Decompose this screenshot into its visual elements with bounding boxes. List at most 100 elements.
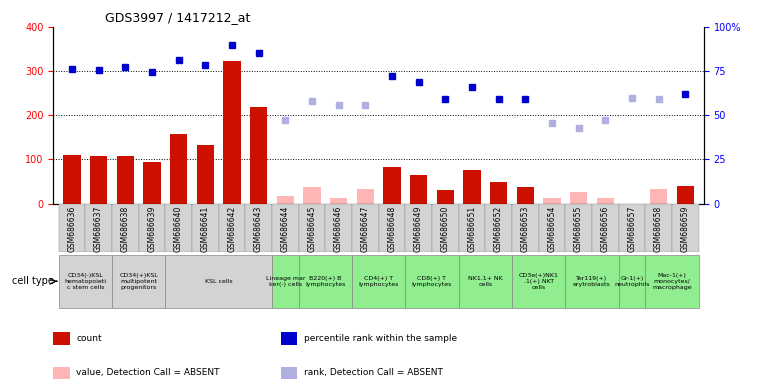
Text: rank, Detection Call = ABSENT: rank, Detection Call = ABSENT xyxy=(304,368,443,377)
Text: CD3e(+)NK1
.1(+) NKT
cells: CD3e(+)NK1 .1(+) NKT cells xyxy=(519,273,559,290)
Bar xyxy=(298,255,352,308)
Text: GSM686645: GSM686645 xyxy=(307,206,317,252)
Text: CD34(-)KSL
hematopoieti
c stem cells: CD34(-)KSL hematopoieti c stem cells xyxy=(64,273,107,290)
Text: GSM686650: GSM686650 xyxy=(441,206,450,252)
Bar xyxy=(85,204,112,252)
Bar xyxy=(63,155,81,204)
Text: GSM686648: GSM686648 xyxy=(387,206,396,252)
Bar xyxy=(619,204,645,252)
Bar xyxy=(619,255,645,308)
Bar xyxy=(645,204,672,252)
Bar xyxy=(53,332,69,344)
Bar xyxy=(512,204,539,252)
Bar xyxy=(143,162,161,204)
Bar xyxy=(517,187,534,204)
Text: Mac-1(+)
monocytes/
macrophage: Mac-1(+) monocytes/ macrophage xyxy=(652,273,692,290)
Text: GSM686639: GSM686639 xyxy=(148,206,157,252)
Bar xyxy=(539,204,565,252)
Bar xyxy=(330,198,347,204)
Text: GSM686654: GSM686654 xyxy=(547,206,556,252)
Text: GSM686659: GSM686659 xyxy=(681,206,689,252)
Bar xyxy=(165,204,192,252)
Text: cell type: cell type xyxy=(12,276,54,286)
Text: CD34(+)KSL
multipotent
progenitors: CD34(+)KSL multipotent progenitors xyxy=(119,273,158,290)
Text: GSM686641: GSM686641 xyxy=(201,206,210,252)
Bar xyxy=(112,255,165,308)
Text: CD4(+) T
lymphocytes: CD4(+) T lymphocytes xyxy=(358,276,399,287)
Text: percentile rank within the sample: percentile rank within the sample xyxy=(304,334,457,343)
Bar xyxy=(597,198,614,204)
Bar xyxy=(53,367,69,379)
Text: Lineage mar
ker(-) cells: Lineage mar ker(-) cells xyxy=(266,276,305,287)
Bar xyxy=(592,204,619,252)
Bar xyxy=(281,332,298,344)
Bar xyxy=(490,182,508,204)
Bar xyxy=(384,167,400,204)
Bar xyxy=(677,186,694,204)
Text: count: count xyxy=(76,334,102,343)
Bar xyxy=(245,204,272,252)
Bar xyxy=(459,204,486,252)
Text: Ter119(+)
erytroblasts: Ter119(+) erytroblasts xyxy=(573,276,611,287)
Text: GSM686646: GSM686646 xyxy=(334,206,343,252)
Bar xyxy=(463,170,481,204)
Bar xyxy=(352,255,406,308)
Bar xyxy=(59,204,85,252)
Bar xyxy=(565,204,592,252)
Bar xyxy=(406,204,432,252)
Bar xyxy=(272,204,298,252)
Text: Gr-1(+)
neutrophils: Gr-1(+) neutrophils xyxy=(614,276,650,287)
Text: GSM686637: GSM686637 xyxy=(94,206,103,252)
Text: GSM686651: GSM686651 xyxy=(467,206,476,252)
Text: GSM686642: GSM686642 xyxy=(228,206,237,252)
Text: GSM686644: GSM686644 xyxy=(281,206,290,252)
Bar xyxy=(672,204,699,252)
Bar xyxy=(276,195,294,204)
Bar xyxy=(650,189,667,204)
Text: GSM686657: GSM686657 xyxy=(627,206,636,252)
Bar xyxy=(272,255,298,308)
Text: GSM686656: GSM686656 xyxy=(600,206,610,252)
Text: GSM686640: GSM686640 xyxy=(174,206,183,252)
Text: B220(+) B
lymphocytes: B220(+) B lymphocytes xyxy=(305,276,345,287)
Bar xyxy=(486,204,512,252)
Bar xyxy=(250,107,267,204)
Bar xyxy=(192,204,218,252)
Text: GSM686636: GSM686636 xyxy=(68,206,76,252)
Bar xyxy=(645,255,699,308)
Bar xyxy=(565,255,619,308)
Bar xyxy=(281,367,298,379)
Bar xyxy=(570,192,587,204)
Bar xyxy=(116,156,134,204)
Text: GSM686655: GSM686655 xyxy=(574,206,583,252)
Bar xyxy=(437,190,454,204)
Text: value, Detection Call = ABSENT: value, Detection Call = ABSENT xyxy=(76,368,219,377)
Bar xyxy=(304,187,320,204)
Text: GSM686649: GSM686649 xyxy=(414,206,423,252)
Bar xyxy=(357,189,374,204)
Bar xyxy=(432,204,459,252)
Text: GSM686647: GSM686647 xyxy=(361,206,370,252)
Bar xyxy=(112,204,139,252)
Text: KSL cells: KSL cells xyxy=(205,279,232,284)
Bar xyxy=(90,156,107,204)
Bar xyxy=(325,204,352,252)
Bar xyxy=(543,198,561,204)
Bar xyxy=(196,145,214,204)
Bar xyxy=(218,204,245,252)
Bar xyxy=(406,255,459,308)
Bar xyxy=(298,204,325,252)
Bar xyxy=(512,255,565,308)
Text: CD8(+) T
lymphocytes: CD8(+) T lymphocytes xyxy=(412,276,452,287)
Bar xyxy=(410,175,427,204)
Bar xyxy=(459,255,512,308)
Bar xyxy=(352,204,379,252)
Text: NK1.1+ NK
cells: NK1.1+ NK cells xyxy=(468,276,502,287)
Text: GSM686653: GSM686653 xyxy=(521,206,530,252)
Bar xyxy=(165,255,272,308)
Bar xyxy=(139,204,165,252)
Text: GDS3997 / 1417212_at: GDS3997 / 1417212_at xyxy=(105,11,250,24)
Bar xyxy=(379,204,406,252)
Bar xyxy=(223,61,240,204)
Text: GSM686652: GSM686652 xyxy=(494,206,503,252)
